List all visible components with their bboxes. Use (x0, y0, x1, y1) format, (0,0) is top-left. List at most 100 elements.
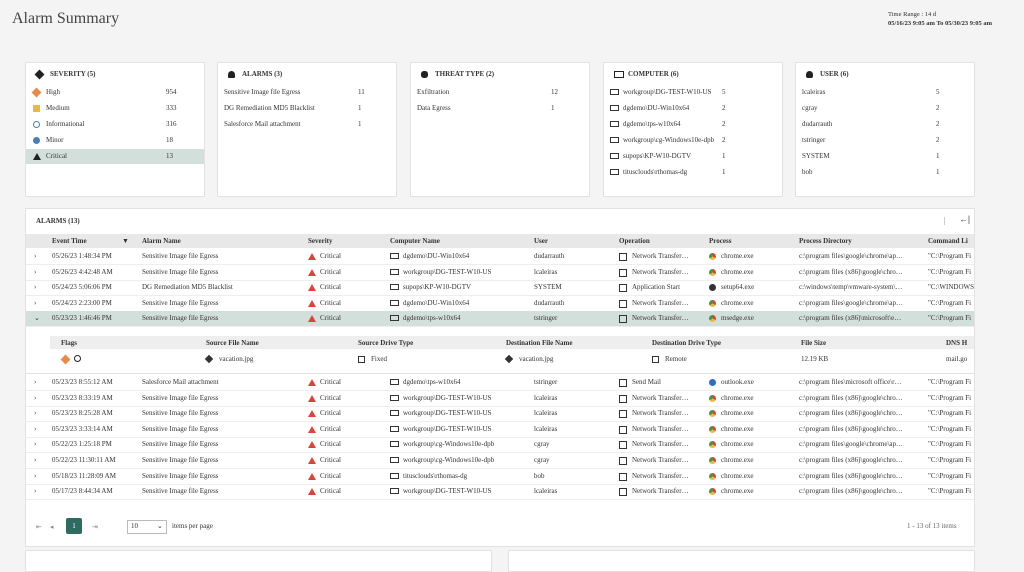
card-row[interactable]: bob 1 (796, 165, 974, 180)
card-row[interactable]: lcaleiras 5 (796, 85, 974, 100)
process-icon (709, 268, 716, 276)
expand-toggle[interactable]: ⌄ (34, 314, 40, 323)
card-row[interactable]: cgray 2 (796, 101, 974, 116)
expand-toggle[interactable]: › (34, 378, 37, 386)
column-header[interactable]: Process (709, 237, 732, 245)
cell: 05/23/23 8:55:12 AM (52, 378, 113, 386)
detail-value: vacation.jpg (219, 355, 254, 363)
column-header[interactable]: Command Li (928, 237, 968, 245)
column-header[interactable]: Computer Name (390, 237, 440, 245)
cell: Sensitive Image file Egress (142, 471, 219, 480)
flag-icon (60, 354, 71, 365)
card-row-value: 18 (166, 136, 173, 144)
detail-icon (652, 356, 659, 363)
cell: "C:\Program Fi (928, 487, 972, 496)
detail-value: 12.19 KB (801, 355, 829, 363)
pager-button[interactable]: ⇤ (36, 523, 42, 531)
expand-toggle[interactable]: › (34, 252, 37, 260)
computer-icon (390, 441, 399, 448)
expand-toggle[interactable]: › (34, 471, 37, 480)
sort-icon[interactable]: ▼ (122, 237, 129, 245)
cell: c:\windows\temp\vmware-system\… (799, 283, 903, 292)
card-row-value: 1 (358, 104, 362, 112)
card-row[interactable]: dgdemo\tps-w10x64 2 (604, 117, 782, 132)
detail-column-header: File Size (801, 339, 827, 347)
card-row-value: 1 (936, 152, 940, 160)
time-range: 05/16/23 9:05 am To 05/30/23 9:05 am (888, 20, 993, 27)
expand-toggle[interactable]: › (34, 456, 37, 464)
expand-toggle[interactable]: › (34, 298, 37, 307)
card-row-label: Informational (46, 120, 85, 128)
operation-icon (619, 472, 627, 481)
card-row[interactable]: tstringer 2 (796, 133, 974, 148)
card-row[interactable]: Exfiltration 12 (411, 85, 589, 100)
cell: chrome.exe (721, 252, 754, 260)
card-row[interactable]: High 954 (26, 85, 204, 100)
card-row[interactable]: Informational 316 (26, 117, 204, 132)
pager-button[interactable]: ◂ (50, 523, 54, 531)
card-row[interactable]: dudarrauth 2 (796, 117, 974, 132)
severity-icon (308, 472, 316, 480)
pager-button[interactable]: ⇥ (92, 523, 98, 531)
operation-icon (619, 268, 627, 277)
expand-toggle[interactable]: › (34, 487, 37, 496)
expand-toggle[interactable]: › (34, 409, 37, 418)
card-row[interactable]: workgroup\DG-TEST-W10-US 5 (604, 85, 782, 100)
card-row[interactable]: Medium 333 (26, 101, 204, 116)
per-page-select[interactable]: 10 ⌄ (127, 520, 167, 534)
card-row[interactable]: titusclouds\rthomas-dg 1 (604, 165, 782, 180)
cell: Salesforce Mail attachment (142, 378, 219, 386)
column-header[interactable]: User (534, 237, 548, 245)
expand-toggle[interactable]: › (34, 267, 37, 276)
computer-icon (390, 457, 399, 463)
column-header[interactable]: Severity (308, 237, 333, 245)
expand-toggle[interactable]: › (34, 393, 37, 402)
column-header[interactable]: Alarm Name (142, 237, 181, 245)
expand-toggle[interactable]: › (34, 283, 37, 292)
time-range-label: Time Range : 14 d (888, 11, 937, 18)
card-row-value: 2 (722, 104, 726, 112)
card-row[interactable]: Data Egress 1 (411, 101, 589, 116)
expand-toggle[interactable]: › (34, 440, 37, 449)
detail-value: vacation.jpg (519, 355, 554, 363)
cell: Critical (320, 283, 341, 292)
card-row[interactable]: DG Remediation MD5 Blacklist 1 (218, 101, 396, 116)
alarm-row: › 05/24/23 5:06:06 PM DG Remediation MD5 B… (26, 280, 974, 297)
detail-column-header: Destination Drive Type (652, 339, 721, 347)
page-title: Alarm Summary (12, 10, 120, 27)
current-page[interactable]: 1 (66, 518, 82, 534)
cell: Sensitive Image file Egress (142, 456, 219, 464)
cell: Sensitive Image file Egress (142, 298, 219, 307)
severity-icon (308, 268, 316, 276)
dropdown-arrow[interactable]: ⌄ (157, 522, 163, 530)
card-row[interactable]: supops\KP-W10-DGTV 1 (604, 149, 782, 164)
computer-icon (390, 379, 399, 385)
cell: Critical (320, 471, 341, 480)
cell: "C:\Program Fi (928, 298, 972, 307)
cell: 05/24/23 2:23:00 PM (52, 298, 112, 307)
cell: "C:\Program Fi (928, 378, 972, 386)
card-row-label: supops\KP-W10-DGTV (623, 152, 692, 160)
alarms-panel: ALARMS (13) ←| Event Time Alarm Name Severit… (25, 208, 975, 547)
cell: SYSTEM (534, 283, 562, 292)
card-row[interactable]: Critical 13 (26, 149, 204, 164)
cell: lcaleiras (534, 487, 558, 496)
alarm-row: › 05/17/23 8:44:34 AM Sensitive Image file… (26, 484, 974, 501)
column-header[interactable]: Operation (619, 237, 650, 245)
card-icon (614, 71, 624, 78)
collapse-button[interactable]: ←| (959, 214, 970, 224)
severity-icon (308, 441, 316, 449)
cell: Sensitive Image file Egress (142, 440, 219, 449)
card-row[interactable]: Minor 18 (26, 133, 204, 148)
column-header[interactable]: Process Directory (799, 237, 852, 245)
card-row[interactable]: Sensitive Image file Egress 11 (218, 85, 396, 100)
card-row[interactable]: workgroup\cg-Windows10e-dpb 2 (604, 133, 782, 148)
expand-toggle[interactable]: › (34, 424, 37, 433)
column-header[interactable]: Event Time (52, 237, 87, 245)
card-row[interactable]: SYSTEM 1 (796, 149, 974, 164)
cell: Critical (320, 298, 341, 307)
detail-column-header: Source Drive Type (358, 339, 414, 347)
card-row[interactable]: dgdemo\DU-Win10x64 2 (604, 101, 782, 116)
card-row[interactable]: Salesforce Mail attachment 1 (218, 117, 396, 132)
cell: Network Transfer… (632, 471, 689, 480)
